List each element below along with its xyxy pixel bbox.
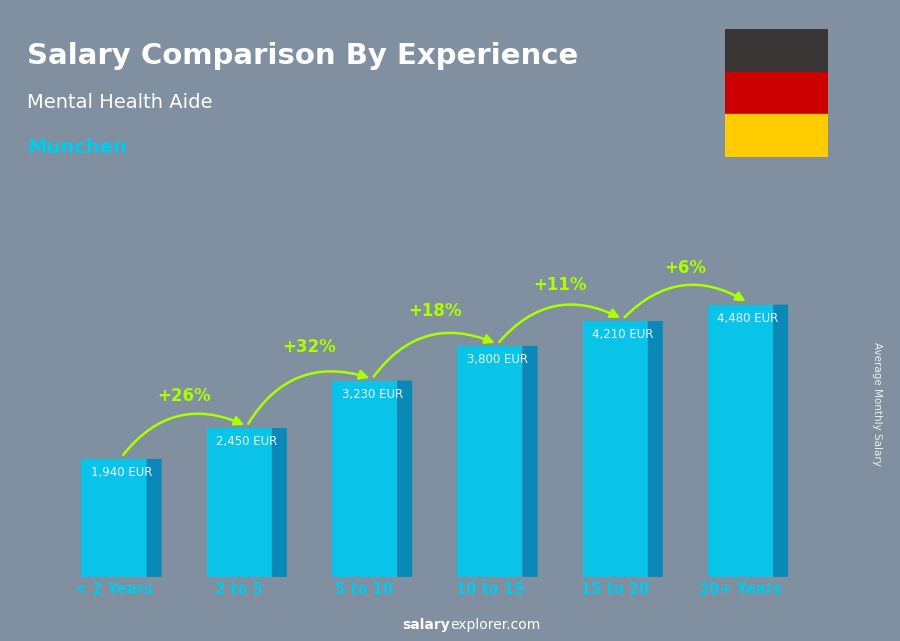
Text: +11%: +11%	[534, 276, 587, 294]
Polygon shape	[81, 459, 147, 577]
Text: +6%: +6%	[664, 258, 707, 276]
Polygon shape	[397, 381, 412, 577]
Bar	[724, 29, 828, 72]
Polygon shape	[272, 428, 287, 577]
Polygon shape	[147, 459, 161, 577]
Text: 1,940 EUR: 1,940 EUR	[91, 466, 152, 479]
Text: +26%: +26%	[158, 387, 211, 404]
Text: 2,450 EUR: 2,450 EUR	[216, 435, 277, 448]
Text: 4,480 EUR: 4,480 EUR	[717, 312, 778, 325]
Text: Munchen: Munchen	[27, 138, 127, 157]
Text: 4,210 EUR: 4,210 EUR	[592, 328, 653, 341]
Polygon shape	[332, 381, 397, 577]
Polygon shape	[648, 321, 662, 577]
Polygon shape	[457, 346, 523, 577]
Polygon shape	[773, 304, 788, 577]
Text: +18%: +18%	[408, 303, 462, 320]
Polygon shape	[708, 304, 773, 577]
Bar	[724, 114, 828, 157]
Polygon shape	[582, 321, 648, 577]
Polygon shape	[207, 428, 272, 577]
Text: Average Monthly Salary: Average Monthly Salary	[872, 342, 883, 466]
Bar	[724, 72, 828, 114]
Text: 3,800 EUR: 3,800 EUR	[467, 353, 528, 366]
Text: 3,230 EUR: 3,230 EUR	[341, 388, 402, 401]
Text: +32%: +32%	[283, 338, 337, 356]
Text: Mental Health Aide: Mental Health Aide	[27, 93, 212, 112]
Text: explorer.com: explorer.com	[450, 619, 540, 633]
Text: Salary Comparison By Experience: Salary Comparison By Experience	[27, 42, 578, 70]
Text: salary: salary	[402, 619, 450, 633]
Polygon shape	[523, 346, 537, 577]
